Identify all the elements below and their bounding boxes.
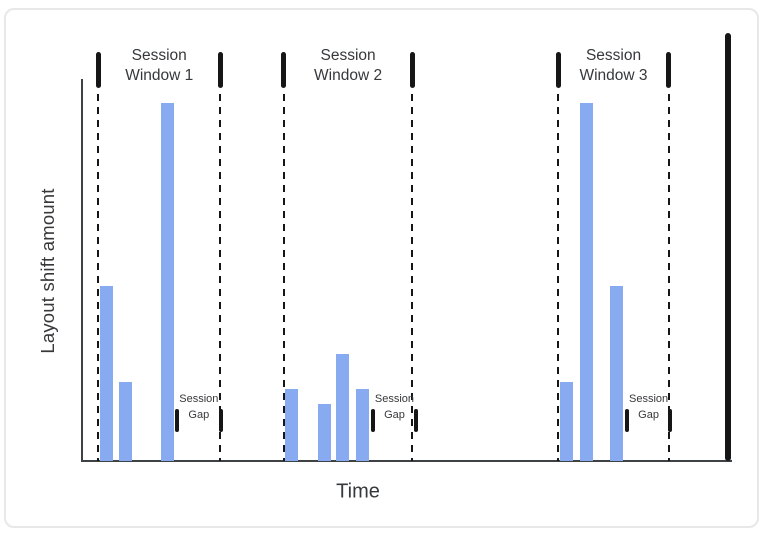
x-axis-line bbox=[81, 460, 732, 462]
session-gap-label-line: Gap bbox=[384, 409, 405, 421]
x-axis-label: Time bbox=[336, 480, 380, 503]
layout-shift-bar bbox=[580, 103, 594, 461]
session-gap-label-line: Gap bbox=[638, 409, 659, 421]
layout-shift-bar bbox=[161, 103, 175, 461]
session-window-label: Session Window 1 bbox=[89, 46, 229, 86]
session-window-boundary-tick bbox=[555, 52, 561, 88]
layout-shift-bar bbox=[317, 403, 331, 461]
y-axis-line bbox=[81, 79, 83, 462]
session-gap-label: Session Gap bbox=[364, 391, 424, 423]
session-gap-tick bbox=[667, 409, 672, 432]
session-gap-label-line: Session bbox=[628, 393, 669, 405]
session-window-dashed-line bbox=[667, 94, 670, 461]
session-window-boundary-tick bbox=[95, 52, 101, 88]
session-window-dashed-line bbox=[219, 94, 222, 461]
session-window-label-line: Session bbox=[320, 47, 376, 64]
session-window-label: Session Window 3 bbox=[544, 46, 684, 86]
session-window-boundary-tick bbox=[409, 52, 415, 88]
session-gap-tick bbox=[370, 409, 375, 432]
session-window-label: Session Window 2 bbox=[278, 46, 418, 86]
session-window-boundary-tick bbox=[281, 52, 287, 88]
session-window-label-line: Window 2 bbox=[314, 67, 383, 84]
timeline-end-marker bbox=[725, 33, 731, 461]
session-window-dashed-line bbox=[282, 94, 285, 461]
layout-shift-bar bbox=[99, 285, 113, 461]
session-gap-label: Session Gap bbox=[169, 391, 229, 423]
session-gap-tick bbox=[218, 409, 223, 432]
session-gap-label-line: Session bbox=[374, 393, 415, 405]
layout-shift-bar bbox=[610, 285, 624, 461]
layout-shift-bar bbox=[559, 382, 573, 461]
session-gap-tick bbox=[414, 409, 419, 432]
layout-shift-bar bbox=[355, 389, 369, 461]
session-window-label-line: Session bbox=[131, 47, 187, 64]
layout-shift-bar bbox=[285, 389, 299, 461]
session-window-dashed-line bbox=[411, 94, 414, 461]
session-window-boundary-tick bbox=[217, 52, 223, 88]
session-window-boundary-tick bbox=[666, 52, 672, 88]
session-gap-tick bbox=[174, 409, 179, 432]
session-window-label-line: Session bbox=[585, 47, 642, 64]
y-axis-label: Layout shift amount bbox=[37, 188, 58, 354]
layout-shift-bar bbox=[118, 382, 132, 461]
session-gap-tick bbox=[625, 409, 630, 432]
session-gap-label: Session Gap bbox=[619, 391, 679, 423]
session-window-label-line: Window 1 bbox=[125, 67, 194, 84]
session-window-dashed-line bbox=[97, 94, 100, 461]
session-window-dashed-line bbox=[557, 94, 560, 461]
session-gap-label-line: Gap bbox=[188, 409, 210, 421]
session-window-label-line: Window 3 bbox=[579, 67, 648, 84]
session-gap-label-line: Session bbox=[179, 393, 219, 405]
layout-shift-bar bbox=[336, 353, 350, 461]
